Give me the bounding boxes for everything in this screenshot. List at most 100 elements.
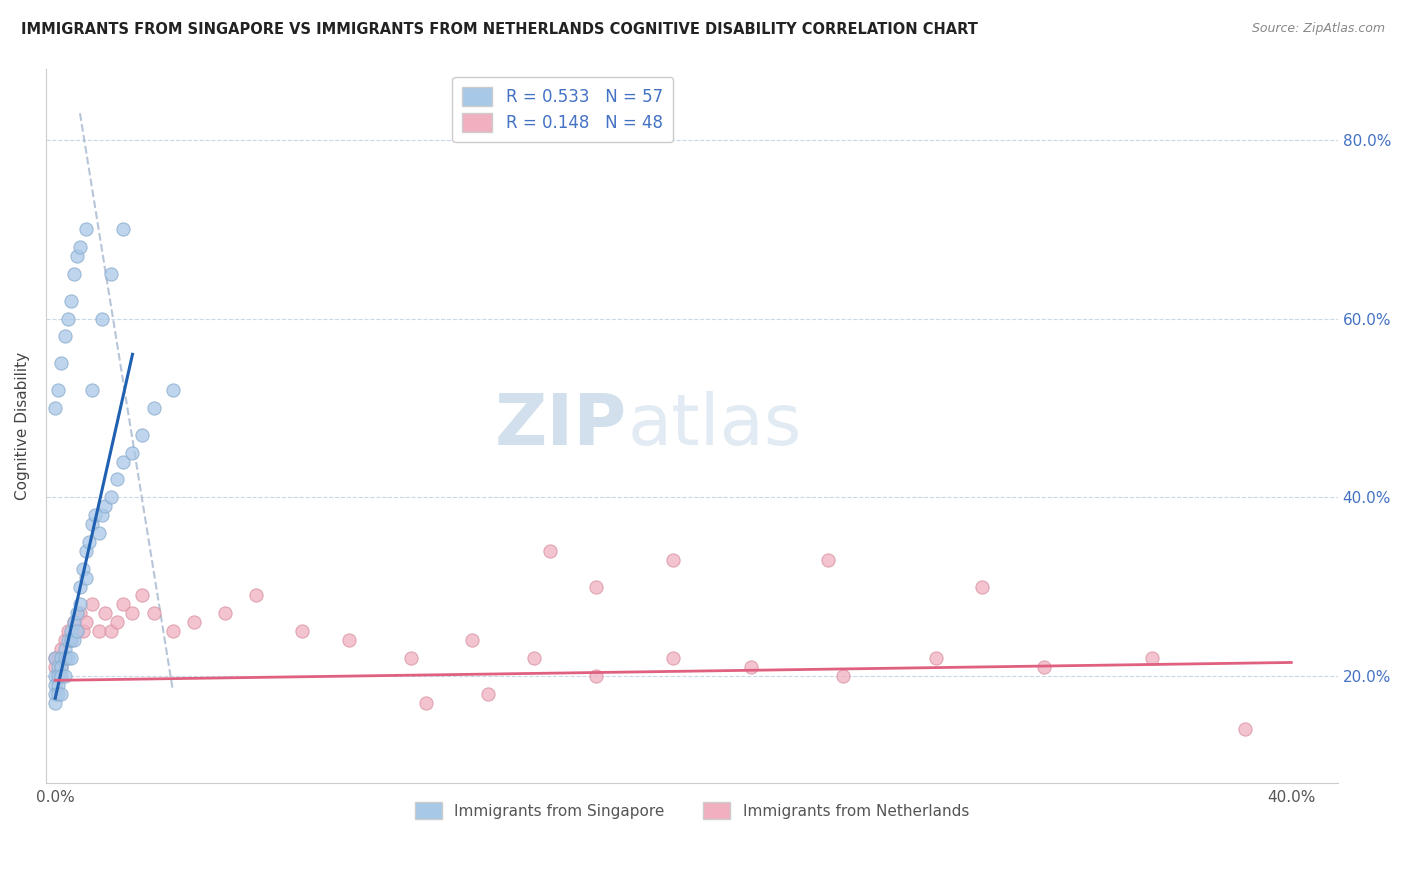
Point	[46, 678, 69, 692]
Point	[538, 544, 561, 558]
Point	[53, 642, 76, 657]
Point	[46, 669, 69, 683]
Text: IMMIGRANTS FROM SINGAPORE VS IMMIGRANTS FROM NETHERLANDS COGNITIVE DISABILITY CO: IMMIGRANTS FROM SINGAPORE VS IMMIGRANTS …	[21, 22, 979, 37]
Point	[53, 651, 76, 665]
Point	[53, 669, 76, 683]
Point	[44, 669, 66, 683]
Point	[59, 633, 82, 648]
Point	[53, 633, 76, 648]
Point	[121, 607, 143, 621]
Point	[51, 651, 73, 665]
Point	[817, 553, 839, 567]
Point	[56, 633, 79, 648]
Point	[66, 624, 89, 639]
Point	[51, 642, 73, 657]
Point	[46, 669, 69, 683]
Point	[399, 651, 422, 665]
Point	[59, 624, 82, 639]
Point	[143, 401, 166, 415]
Point	[75, 544, 97, 558]
Point	[82, 383, 104, 397]
Point	[100, 267, 122, 281]
Point	[291, 624, 314, 639]
Point	[51, 669, 73, 683]
Point	[100, 490, 122, 504]
Point	[87, 525, 110, 540]
Point	[87, 624, 110, 639]
Point	[44, 651, 66, 665]
Point	[82, 516, 104, 531]
Point	[121, 445, 143, 459]
Point	[51, 687, 73, 701]
Point	[44, 401, 66, 415]
Point	[75, 571, 97, 585]
Point	[77, 534, 100, 549]
Point	[415, 696, 437, 710]
Point	[44, 687, 66, 701]
Point	[44, 651, 66, 665]
Point	[93, 607, 115, 621]
Point	[832, 669, 855, 683]
Point	[62, 267, 84, 281]
Point	[585, 669, 607, 683]
Point	[59, 651, 82, 665]
Point	[56, 651, 79, 665]
Point	[90, 508, 112, 522]
Point	[46, 660, 69, 674]
Point	[59, 633, 82, 648]
Text: atlas: atlas	[627, 392, 801, 460]
Point	[44, 678, 66, 692]
Point	[105, 615, 128, 630]
Point	[51, 660, 73, 674]
Point	[69, 598, 91, 612]
Point	[46, 687, 69, 701]
Point	[972, 580, 994, 594]
Point	[46, 383, 69, 397]
Point	[523, 651, 546, 665]
Point	[461, 633, 484, 648]
Point	[925, 651, 948, 665]
Point	[82, 598, 104, 612]
Point	[162, 383, 184, 397]
Point	[72, 624, 94, 639]
Point	[112, 454, 135, 468]
Point	[72, 562, 94, 576]
Point	[183, 615, 205, 630]
Point	[69, 240, 91, 254]
Point	[162, 624, 184, 639]
Point	[56, 311, 79, 326]
Point	[66, 607, 89, 621]
Point	[56, 624, 79, 639]
Point	[105, 472, 128, 486]
Point	[1233, 723, 1256, 737]
Point	[62, 615, 84, 630]
Point	[143, 607, 166, 621]
Point	[75, 222, 97, 236]
Point	[112, 598, 135, 612]
Point	[100, 624, 122, 639]
Point	[66, 624, 89, 639]
Point	[1033, 660, 1056, 674]
Point	[93, 499, 115, 513]
Point	[62, 615, 84, 630]
Point	[62, 633, 84, 648]
Point	[662, 651, 685, 665]
Legend: Immigrants from Singapore, Immigrants from Netherlands: Immigrants from Singapore, Immigrants fr…	[409, 796, 976, 825]
Point	[75, 615, 97, 630]
Point	[585, 580, 607, 594]
Point	[66, 249, 89, 263]
Point	[53, 651, 76, 665]
Point	[1142, 651, 1164, 665]
Point	[214, 607, 236, 621]
Point	[84, 508, 107, 522]
Y-axis label: Cognitive Disability: Cognitive Disability	[15, 351, 30, 500]
Point	[90, 311, 112, 326]
Point	[59, 293, 82, 308]
Point	[740, 660, 762, 674]
Point	[51, 356, 73, 370]
Point	[69, 580, 91, 594]
Point	[662, 553, 685, 567]
Point	[69, 607, 91, 621]
Point	[53, 329, 76, 343]
Point	[131, 589, 153, 603]
